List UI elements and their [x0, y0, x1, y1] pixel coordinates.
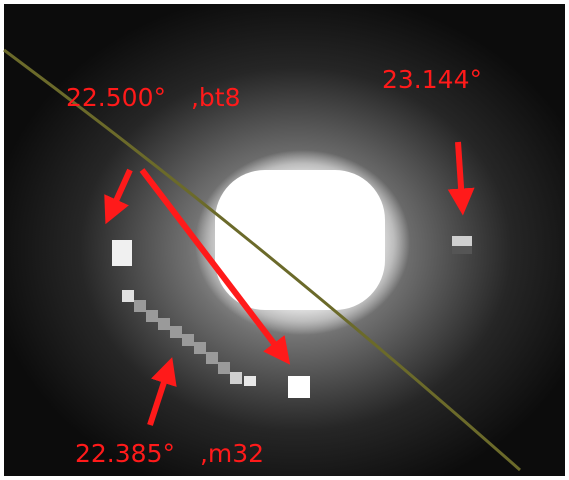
pixel [170, 326, 182, 338]
pixel [158, 318, 170, 330]
pixel [146, 310, 158, 322]
pixel [218, 362, 230, 374]
annotation-label: 23.144° [382, 65, 482, 94]
annotated-image: 22.500° ,bt8 23.144° 22.385° ,m32 [0, 0, 569, 480]
pixel [194, 342, 206, 354]
saturated-core [215, 170, 385, 310]
pixel [288, 376, 310, 398]
annotation-label: 22.500° ,bt8 [66, 83, 241, 112]
pixel [112, 240, 132, 266]
pixel [134, 300, 146, 312]
arrow [458, 142, 462, 202]
pixel [452, 246, 472, 254]
page-body: {"annotations": [ {"label": "22.500° ,bt… [0, 0, 569, 480]
pixel [244, 376, 256, 386]
pixel [182, 334, 194, 346]
pixel [122, 290, 134, 302]
page: Annotated image html, body { margin: 0; … [0, 0, 569, 480]
pixel [206, 352, 218, 364]
pixel [230, 372, 242, 384]
pixel [452, 236, 472, 246]
annotation-label: 22.385° ,m32 [75, 439, 264, 468]
